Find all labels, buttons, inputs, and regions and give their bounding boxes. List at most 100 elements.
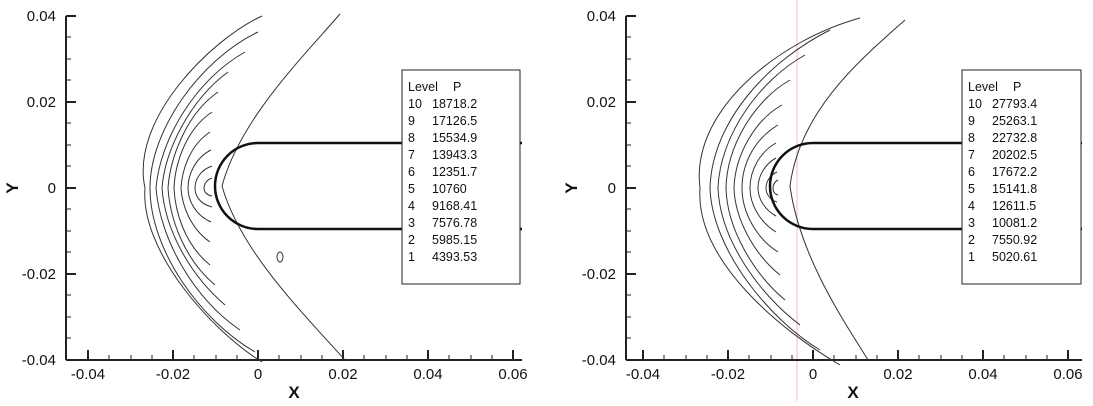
right-xtick-label: 0.06 <box>1053 366 1082 383</box>
right-legend-value: 5020.61 <box>992 250 1037 264</box>
right-legend-value: 10081.2 <box>992 216 1037 230</box>
left-body-outline <box>213 141 522 231</box>
right-chart: 0.04 0.02 0 -0.02 -0.04 -0.04 -0.02 0 0.… <box>562 0 1083 402</box>
left-contour-level-9 <box>194 165 213 208</box>
left-xtick-label: 0.06 <box>498 366 527 383</box>
left-contour-level-1 <box>142 15 263 363</box>
left-legend-level: 2 <box>408 233 415 247</box>
right-legend-value: 12611.5 <box>992 199 1036 213</box>
right-ytick-label: 0.02 <box>587 94 616 111</box>
left-ytick-label: -0.04 <box>22 352 56 369</box>
right-legend-level: 9 <box>968 114 975 128</box>
right-contour-outer <box>789 19 906 361</box>
left-contour-level-10 <box>203 177 213 197</box>
left-legend-level: 4 <box>408 199 415 213</box>
right-legend-level: 2 <box>968 233 975 247</box>
left-legend-header-value: P <box>453 80 461 94</box>
right-ytick-label: -0.02 <box>582 266 616 283</box>
right-contour-level-3 <box>717 54 806 326</box>
left-legend-level: 7 <box>408 148 415 162</box>
left-legend-level: 10 <box>408 97 422 111</box>
right-legend-value: 22732.8 <box>992 131 1037 145</box>
left-legend-value: 13943.3 <box>432 148 477 162</box>
right-legend-level: 8 <box>968 131 975 145</box>
left-legend-value: 15534.9 <box>432 131 477 145</box>
right-xtick-label: -0.02 <box>711 366 745 383</box>
left-y-axis-label: Y <box>3 182 22 194</box>
right-y-axis-label: Y <box>562 182 581 194</box>
left-legend-value: 5985.15 <box>432 233 477 247</box>
left-contour-level-8 <box>187 149 212 223</box>
left-legend-level: 8 <box>408 131 415 145</box>
left-legend-level: 1 <box>408 250 415 264</box>
right-legend-value: 20202.5 <box>992 148 1037 162</box>
right-legend-header-level: Level <box>968 80 998 94</box>
left-chart: 0.04 0.02 0 -0.02 -0.04 -0.04 -0.02 0 0.… <box>3 8 528 402</box>
right-contour-level-7 <box>749 142 777 233</box>
right-xtick-label: 0 <box>809 366 817 383</box>
left-legend-value: 9168.41 <box>432 199 477 213</box>
right-xtick-label: -0.04 <box>626 366 660 383</box>
left-ytick-label: -0.02 <box>22 266 56 283</box>
left-contour-level-6 <box>173 111 213 266</box>
right-contours <box>698 17 906 366</box>
right-legend-value: 17672.2 <box>992 165 1037 179</box>
left-legend-value: 18718.2 <box>432 97 477 111</box>
right-contour-level-8 <box>757 157 777 217</box>
right-legend-value: 27793.4 <box>992 97 1037 111</box>
right-xtick-label: 0.04 <box>968 366 997 383</box>
left-contour-level-2 <box>149 31 259 353</box>
right-legend-level: 4 <box>968 199 975 213</box>
right-plot-area <box>625 15 1082 361</box>
left-xtick-label: -0.04 <box>71 366 105 383</box>
left-legend-value: 17126.5 <box>432 114 477 128</box>
left-legend: Level P 10 18718.2 9 17126.5 8 15534.9 7… <box>401 69 521 285</box>
left-plot-area <box>65 15 522 361</box>
left-legend-level: 3 <box>408 216 415 230</box>
left-contour-level-5 <box>167 91 219 286</box>
left-legend-value: 4393.53 <box>432 250 477 264</box>
left-ytick-label: 0.04 <box>27 8 56 25</box>
right-body-outline <box>768 141 1082 231</box>
right-legend-level: 5 <box>968 182 975 196</box>
right-legend-value: 7550.92 <box>992 233 1037 247</box>
right-ytick-label: 0 <box>608 180 616 197</box>
right-contour-level-5 <box>733 104 783 276</box>
right-legend-level: 1 <box>968 250 975 264</box>
right-legend-header-value: P <box>1013 80 1021 94</box>
left-contour-level-4 <box>161 71 229 306</box>
left-legend-header-level: Level <box>408 80 438 94</box>
left-legend-value: 7576.78 <box>432 216 477 230</box>
left-x-axis-label: X <box>288 383 300 401</box>
left-legend-level: 6 <box>408 165 415 179</box>
right-contour-level-1 <box>698 17 861 366</box>
right-legend-value: 25263.1 <box>992 114 1037 128</box>
right-ytick-label: 0.04 <box>587 8 616 25</box>
left-ytick-label: 0.02 <box>27 94 56 111</box>
right-legend-level: 3 <box>968 216 975 230</box>
left-contour-level-3 <box>155 51 246 331</box>
right-legend-level: 10 <box>968 97 982 111</box>
right-ytick-label: -0.04 <box>582 352 616 369</box>
right-x-axis-label: X <box>847 383 859 401</box>
left-contour-outer <box>221 13 346 361</box>
left-legend-value: 12351.7 <box>432 165 477 179</box>
right-contour-level-10 <box>772 179 779 196</box>
left-xtick-label: 0.04 <box>413 366 442 383</box>
left-contour-island <box>276 251 284 263</box>
left-legend-level: 9 <box>408 114 415 128</box>
left-legend-value: 10760 <box>432 182 467 196</box>
right-legend-level: 6 <box>968 165 975 179</box>
right-contour-level-2 <box>709 29 831 351</box>
left-xtick-label: 0.02 <box>328 366 357 383</box>
right-contour-level-4 <box>725 79 791 301</box>
left-ytick-label: 0 <box>48 180 56 197</box>
left-legend-box <box>401 69 521 285</box>
right-contour-level-6 <box>741 124 779 253</box>
right-legend-level: 7 <box>968 148 975 162</box>
left-contour-level-7 <box>180 131 211 243</box>
right-legend-value: 15141.8 <box>992 182 1037 196</box>
left-xtick-label: 0 <box>254 366 262 383</box>
